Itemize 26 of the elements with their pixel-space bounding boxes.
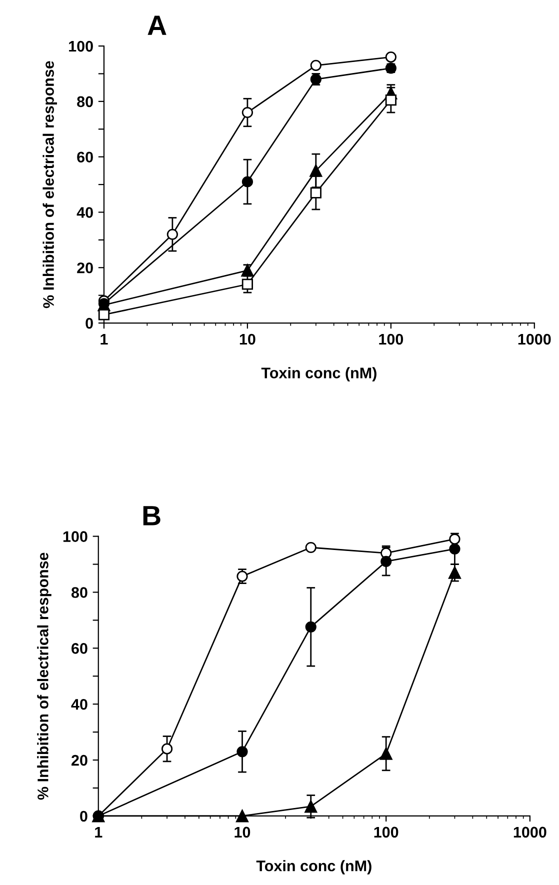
x-axis-title: Toxin conc (nM) <box>261 367 376 382</box>
y-tick-label: 40 <box>71 698 88 710</box>
x-tick-label: 100 <box>374 826 398 838</box>
y-tick-label: 40 <box>76 207 93 218</box>
y-tick-label: 20 <box>72 754 88 766</box>
y-tick-label: 100 <box>69 40 93 52</box>
y-tick-label: 80 <box>71 587 88 598</box>
x-tick-label: 1 <box>95 826 102 838</box>
y-axis-title: % Inhibition of electrical response <box>37 552 52 800</box>
y-tick-label: 0 <box>86 318 93 329</box>
x-tick-label: 1000 <box>518 334 551 345</box>
y-tick-label: 100 <box>63 531 88 542</box>
y-axis-title: % Inhibition of electrical response <box>42 61 57 308</box>
chart-title: B <box>143 506 160 526</box>
x-tick-label: 10 <box>240 334 256 345</box>
x-tick-label: 1000 <box>514 826 546 838</box>
y-tick-label: 60 <box>72 643 88 654</box>
x-axis-title: Toxin conc (nM) <box>256 860 372 874</box>
y-tick-label: 20 <box>77 262 93 274</box>
y-tick-label: 80 <box>77 96 93 108</box>
chart-title: A <box>148 16 166 35</box>
x-tick-label: 10 <box>234 826 250 838</box>
x-tick-label: 100 <box>379 334 404 345</box>
x-tick-label: 1 <box>100 334 108 345</box>
y-tick-label: 60 <box>77 152 93 163</box>
y-tick-label: 0 <box>80 810 88 822</box>
